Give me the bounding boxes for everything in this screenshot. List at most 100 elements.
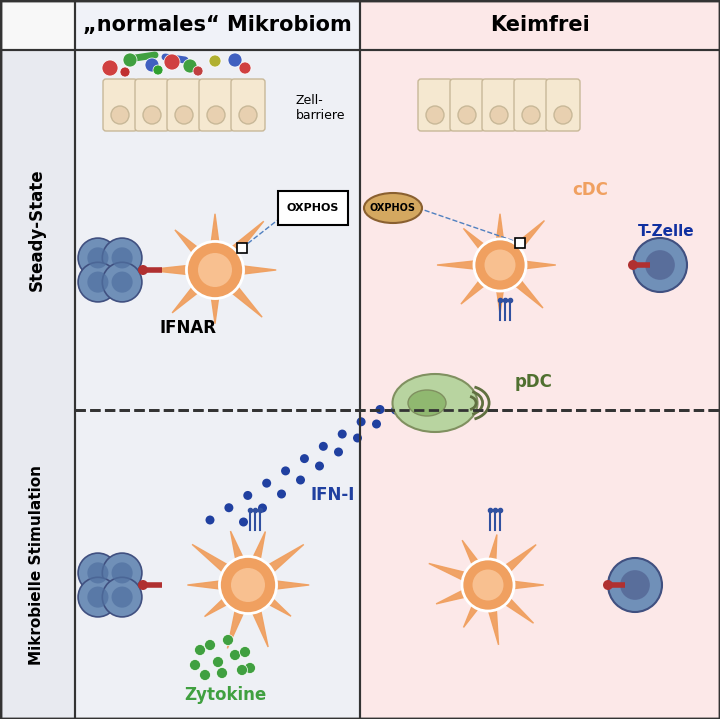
- Text: IFN-I: IFN-I: [310, 486, 354, 504]
- Circle shape: [78, 238, 117, 278]
- Polygon shape: [481, 534, 497, 586]
- Polygon shape: [436, 579, 490, 604]
- Circle shape: [376, 405, 384, 414]
- Circle shape: [236, 664, 248, 675]
- Circle shape: [225, 503, 233, 512]
- Text: Keimfrei: Keimfrei: [490, 15, 590, 35]
- FancyBboxPatch shape: [514, 79, 548, 131]
- Bar: [360, 0, 720, 50]
- Circle shape: [620, 570, 650, 600]
- Circle shape: [353, 434, 362, 442]
- Circle shape: [102, 60, 118, 76]
- Circle shape: [207, 106, 225, 124]
- Text: OXPHOS: OXPHOS: [287, 203, 339, 213]
- FancyBboxPatch shape: [418, 79, 452, 131]
- Circle shape: [628, 260, 638, 270]
- Circle shape: [222, 634, 233, 646]
- Polygon shape: [204, 579, 253, 617]
- Circle shape: [87, 587, 109, 608]
- Circle shape: [608, 558, 662, 612]
- Circle shape: [220, 557, 276, 613]
- Circle shape: [111, 106, 129, 124]
- Polygon shape: [461, 260, 505, 304]
- Circle shape: [212, 656, 223, 667]
- Polygon shape: [228, 582, 255, 649]
- FancyBboxPatch shape: [199, 79, 233, 131]
- Circle shape: [102, 553, 142, 592]
- Circle shape: [175, 106, 193, 124]
- Circle shape: [205, 516, 215, 524]
- Circle shape: [315, 462, 324, 470]
- FancyBboxPatch shape: [482, 79, 516, 131]
- Circle shape: [231, 568, 265, 602]
- Text: „normales“ Mikrobiom: „normales“ Mikrobiom: [83, 15, 351, 35]
- Polygon shape: [241, 531, 266, 587]
- Circle shape: [645, 250, 675, 280]
- Circle shape: [153, 65, 163, 75]
- Polygon shape: [429, 564, 490, 592]
- Circle shape: [78, 262, 117, 302]
- Circle shape: [112, 247, 132, 268]
- Circle shape: [138, 580, 148, 590]
- Circle shape: [102, 238, 142, 278]
- Circle shape: [143, 106, 161, 124]
- Circle shape: [194, 644, 205, 656]
- Circle shape: [426, 106, 444, 124]
- Circle shape: [462, 559, 514, 611]
- FancyBboxPatch shape: [231, 79, 265, 131]
- Polygon shape: [248, 577, 309, 592]
- Circle shape: [78, 553, 117, 592]
- Circle shape: [87, 272, 109, 293]
- Polygon shape: [230, 531, 255, 587]
- FancyBboxPatch shape: [450, 79, 484, 131]
- Circle shape: [262, 479, 271, 487]
- Circle shape: [198, 253, 232, 287]
- Bar: [75, 0, 360, 50]
- Text: pDC: pDC: [515, 373, 553, 391]
- Circle shape: [87, 247, 109, 268]
- Bar: [237, 243, 247, 253]
- Circle shape: [217, 667, 228, 679]
- Circle shape: [112, 587, 132, 608]
- Bar: [360, 410, 720, 719]
- Circle shape: [281, 467, 290, 475]
- Polygon shape: [437, 258, 500, 272]
- Circle shape: [554, 106, 572, 124]
- Bar: [75, 50, 360, 410]
- Circle shape: [112, 272, 132, 293]
- Circle shape: [209, 55, 221, 67]
- Circle shape: [239, 62, 251, 74]
- Bar: [360, 50, 720, 410]
- Circle shape: [186, 242, 243, 298]
- Circle shape: [485, 249, 516, 280]
- Circle shape: [87, 562, 109, 583]
- Text: Zytokine: Zytokine: [184, 686, 266, 704]
- Circle shape: [228, 53, 242, 67]
- Polygon shape: [146, 262, 215, 278]
- Circle shape: [102, 262, 142, 302]
- Circle shape: [164, 54, 180, 70]
- Circle shape: [199, 669, 210, 680]
- Polygon shape: [493, 214, 507, 265]
- Polygon shape: [484, 544, 536, 590]
- FancyBboxPatch shape: [135, 79, 169, 131]
- Circle shape: [78, 577, 117, 617]
- Polygon shape: [495, 221, 544, 270]
- Circle shape: [112, 562, 132, 583]
- Polygon shape: [175, 230, 220, 275]
- Polygon shape: [172, 265, 220, 313]
- Circle shape: [239, 106, 257, 124]
- Text: OXPHOS: OXPHOS: [370, 203, 416, 213]
- Polygon shape: [484, 580, 534, 623]
- Polygon shape: [243, 579, 291, 616]
- Polygon shape: [207, 214, 222, 270]
- Polygon shape: [241, 582, 268, 647]
- Polygon shape: [462, 540, 494, 588]
- Polygon shape: [210, 265, 262, 317]
- Circle shape: [145, 58, 159, 72]
- Circle shape: [356, 417, 366, 426]
- Polygon shape: [210, 221, 264, 275]
- Polygon shape: [464, 582, 494, 628]
- Circle shape: [603, 580, 613, 590]
- Circle shape: [391, 406, 400, 414]
